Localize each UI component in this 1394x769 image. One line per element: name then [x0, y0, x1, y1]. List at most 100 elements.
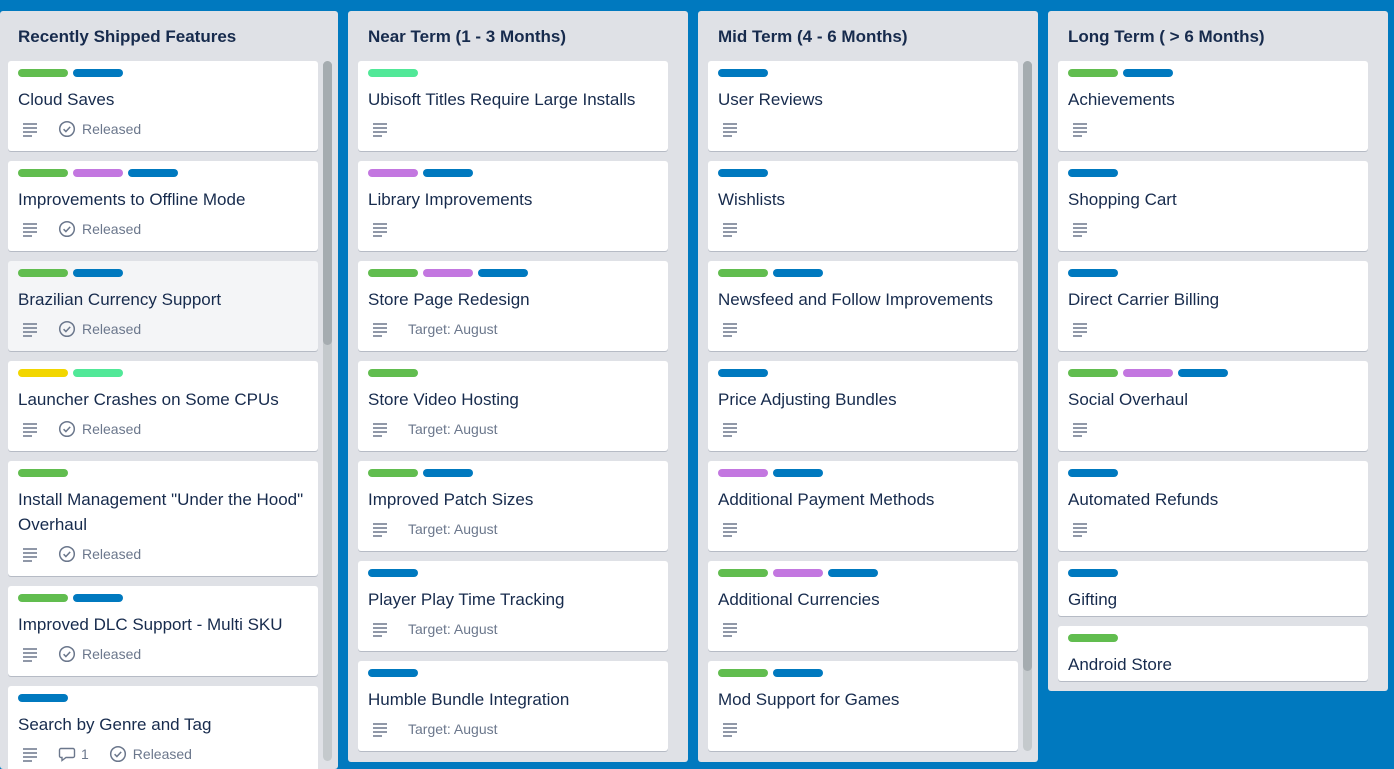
scrollbar-thumb[interactable] [1023, 61, 1032, 671]
label-blue[interactable] [73, 69, 123, 77]
card[interactable]: Social Overhaul [1058, 361, 1368, 451]
label-green[interactable] [18, 169, 68, 177]
label-green[interactable] [18, 469, 68, 477]
card[interactable]: Launcher Crashes on Some CPUs Released [8, 361, 318, 451]
card[interactable]: Mod Support for Games [708, 661, 1018, 751]
label-green[interactable] [1068, 634, 1118, 642]
label-green[interactable] [718, 569, 768, 577]
label-green[interactable] [368, 269, 418, 277]
label-purple[interactable] [73, 169, 123, 177]
scrollbar-thumb[interactable] [323, 61, 332, 345]
label-green[interactable] [718, 669, 768, 677]
status-badge: Released [82, 646, 142, 662]
label-blue[interactable] [1068, 569, 1118, 577]
card[interactable]: Search by Genre and Tag 1 Released [8, 686, 318, 769]
card[interactable]: Store Page Redesign Target: August [358, 261, 668, 351]
label-blue[interactable] [1068, 469, 1118, 477]
list-title[interactable]: Near Term (1 - 3 Months) [368, 27, 567, 46]
card[interactable]: User Reviews [708, 61, 1018, 151]
description-icon [1073, 223, 1087, 237]
label-green[interactable] [1068, 69, 1118, 77]
card[interactable]: Price Adjusting Bundles [708, 361, 1018, 451]
list-scrollbar[interactable] [1023, 61, 1032, 751]
label-blue[interactable] [1178, 369, 1228, 377]
card-badges [1070, 219, 1108, 239]
card[interactable]: Wishlists [708, 161, 1018, 251]
label-green[interactable] [1068, 369, 1118, 377]
card[interactable]: Player Play Time Tracking Target: August [358, 561, 668, 651]
label-blue[interactable] [718, 69, 768, 77]
check-circle-icon [58, 420, 76, 438]
label-green[interactable] [368, 369, 418, 377]
label-blue[interactable] [368, 669, 418, 677]
list-title[interactable]: Mid Term (4 - 6 Months) [718, 27, 908, 46]
label-blue[interactable] [828, 569, 878, 577]
card-badges [720, 319, 758, 339]
card[interactable]: Brazilian Currency Support Released [8, 261, 318, 351]
card[interactable]: Ubisoft Titles Require Large Installs [358, 61, 668, 151]
card-title: Shopping Cart [1068, 190, 1177, 209]
card[interactable]: Improved Patch Sizes Target: August [358, 461, 668, 551]
card[interactable]: Gifting [1058, 561, 1368, 616]
target-badge: Target: August [408, 521, 498, 537]
label-green[interactable] [18, 69, 68, 77]
label-purple[interactable] [718, 469, 768, 477]
label-blue[interactable] [1123, 69, 1173, 77]
label-blue[interactable] [1068, 269, 1118, 277]
card[interactable]: Additional Payment Methods [708, 461, 1018, 551]
card-labels [718, 669, 823, 677]
card-labels [718, 469, 823, 477]
label-blue[interactable] [478, 269, 528, 277]
card[interactable]: Android Store [1058, 626, 1368, 681]
card-badges [1070, 319, 1108, 339]
list-scrollbar[interactable] [323, 61, 332, 761]
card[interactable]: Automated Refunds [1058, 461, 1368, 551]
label-blue[interactable] [773, 269, 823, 277]
label-yellow[interactable] [18, 369, 68, 377]
card-labels [368, 169, 473, 177]
label-green[interactable] [368, 469, 418, 477]
label-lime[interactable] [368, 69, 418, 77]
label-blue[interactable] [718, 169, 768, 177]
card-title: Automated Refunds [1068, 490, 1219, 509]
card-labels [18, 269, 123, 277]
card[interactable]: Library Improvements [358, 161, 668, 251]
card[interactable]: Improvements to Offline Mode Released [8, 161, 318, 251]
label-blue[interactable] [1068, 169, 1118, 177]
description-icon [373, 523, 387, 537]
card[interactable]: Cloud Saves Released [8, 61, 318, 151]
label-blue[interactable] [423, 469, 473, 477]
label-blue[interactable] [773, 469, 823, 477]
card[interactable]: Humble Bundle Integration Target: August [358, 661, 668, 751]
card[interactable]: Newsfeed and Follow Improvements [708, 261, 1018, 351]
card[interactable]: Improved DLC Support - Multi SKU Release… [8, 586, 318, 676]
card[interactable]: Store Video Hosting Target: August [358, 361, 668, 451]
card[interactable]: Install Management "Under the Hood" Over… [8, 461, 318, 576]
card-badges [720, 619, 758, 639]
label-blue[interactable] [18, 694, 68, 702]
label-green[interactable] [18, 269, 68, 277]
label-purple[interactable] [368, 169, 418, 177]
label-blue[interactable] [128, 169, 178, 177]
label-blue[interactable] [73, 594, 123, 602]
label-blue[interactable] [423, 169, 473, 177]
label-blue[interactable] [368, 569, 418, 577]
label-green[interactable] [18, 594, 68, 602]
label-blue[interactable] [73, 269, 123, 277]
card[interactable]: Achievements [1058, 61, 1368, 151]
label-blue[interactable] [773, 669, 823, 677]
label-lime[interactable] [73, 369, 123, 377]
label-purple[interactable] [1123, 369, 1173, 377]
description-icon [373, 323, 387, 337]
list-title[interactable]: Long Term ( > 6 Months) [1068, 27, 1265, 46]
label-purple[interactable] [423, 269, 473, 277]
label-green[interactable] [718, 269, 768, 277]
card[interactable]: Shopping Cart [1058, 161, 1368, 251]
label-purple[interactable] [773, 569, 823, 577]
card[interactable]: Direct Carrier Billing [1058, 261, 1368, 351]
label-blue[interactable] [718, 369, 768, 377]
list-title[interactable]: Recently Shipped Features [18, 27, 237, 46]
card-title: Mod Support for Games [718, 690, 900, 709]
card[interactable]: Additional Currencies [708, 561, 1018, 651]
card-labels [718, 169, 768, 177]
